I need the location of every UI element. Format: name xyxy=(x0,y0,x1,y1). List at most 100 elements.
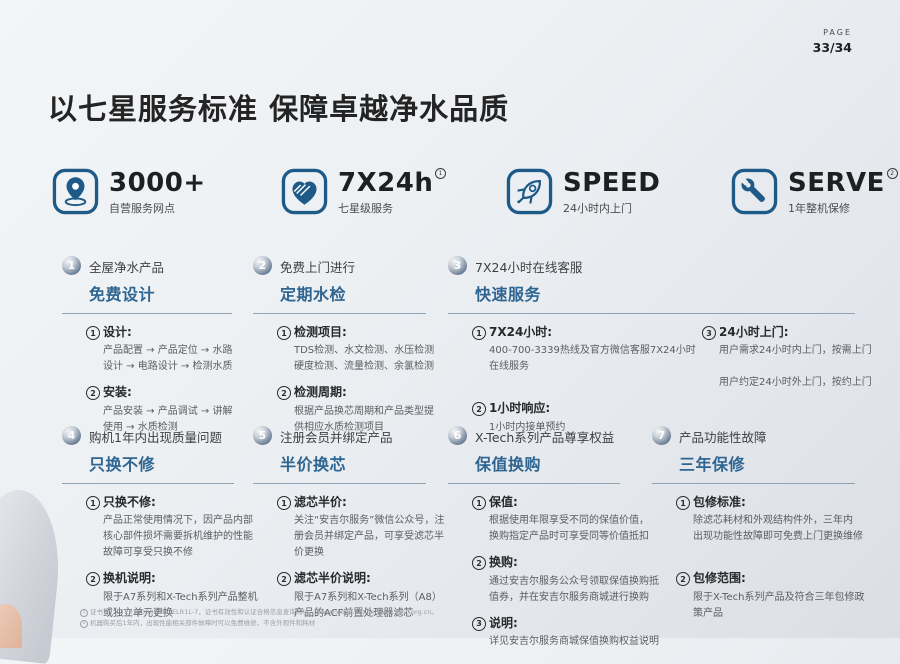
divider xyxy=(448,313,855,314)
section-number-badge: 1 xyxy=(62,256,81,275)
service-item: 2 换机说明: 限于A7系列和X-Tech系列产品整机 或独立单元更换 xyxy=(86,571,258,621)
section-three-year-warranty: 7 产品功能性故障 三年保修 1 包修标准: 除滤芯耗材和外观结构件外，三年内 … xyxy=(652,426,865,632)
item-number: 1 xyxy=(676,496,690,510)
item-number: 1 xyxy=(86,326,100,340)
item-label: 7X24小时: xyxy=(489,325,553,339)
footnote-mark: 2 xyxy=(886,168,898,179)
section-title: 快速服务 xyxy=(475,285,542,304)
item-label: 说明: xyxy=(489,615,518,630)
footnote-number: 2 xyxy=(80,619,88,628)
service-item: 1 保值: 根据使用年限享受不同的保值价值， 换购指定产品时可享受同等价值抵扣 xyxy=(472,495,649,545)
item-body: 产品安装 → 产品调试 → 讲解 使用 → 水质检测 xyxy=(103,405,233,433)
page-label: PAGE xyxy=(823,28,852,37)
item-number: 1 xyxy=(86,496,100,510)
item-body: 详见安吉尔服务商城保值换购权益说明 xyxy=(489,636,659,648)
section-header: 4 购机1年内出现质量问题 只换不修 xyxy=(62,426,247,475)
divider xyxy=(253,313,426,314)
item-label: 包修标准: xyxy=(693,495,746,509)
item-label: 24小时上门: xyxy=(719,325,789,339)
stat-value: SERVE 2 xyxy=(788,168,898,196)
item-label: 滤芯半价说明: xyxy=(294,571,371,586)
item-body: 根据使用年限享受不同的保值价值， 换购指定产品时可享受同等价值抵扣 xyxy=(489,515,649,543)
footnote-line: 1 证书号：CT20190002ANGELR1L-7，证书有效性和认证合格信息查… xyxy=(80,607,438,618)
section-subtitle: 注册会员并绑定产品 xyxy=(280,430,393,445)
service-item: 1 包修标准: 除滤芯耗材和外观结构件外，三年内 出现功能性故障即可免费上门更换… xyxy=(676,495,863,545)
section-subtitle: 免费上门进行 xyxy=(280,260,356,275)
section-subtitle: 产品功能性故障 xyxy=(679,430,767,445)
divider xyxy=(253,483,426,484)
section-title: 免费设计 xyxy=(89,285,156,304)
item-body: 关注“安吉尔服务”微信公众号，注 册会员并绑定产品，可享受滤芯半 价更换 xyxy=(294,515,445,559)
stat-value: 3000+ xyxy=(109,168,206,198)
service-item: 1 滤芯半价: 关注“安吉尔服务”微信公众号，注 册会员并绑定产品，可享受滤芯半… xyxy=(277,495,445,561)
item-body: 产品正常使用情况下，因产品内部 核心部件损坏需要拆机维护的性能 故障可享受只换不… xyxy=(103,515,253,559)
service-item: 1 只换不修: 产品正常使用情况下，因产品内部 核心部件损坏需要拆机维护的性能 … xyxy=(86,495,253,561)
item-label: 1小时响应: xyxy=(489,401,551,416)
stat-value: SPEED xyxy=(563,168,661,198)
footnote-line: 2 机器购买后1年内，出现性能相关部件故障时可以免费维修，不含外观件和耗材 xyxy=(80,618,438,629)
item-label: 保值: xyxy=(489,495,518,509)
section-subtitle: 7X24小时在线客服 xyxy=(475,260,583,275)
item-body: 限于X-Tech系列产品及符合三年包修政 策产品 xyxy=(693,591,865,619)
section-number-badge: 3 xyxy=(448,256,467,275)
item-number: 1 xyxy=(472,496,486,510)
section-title: 半价换芯 xyxy=(280,455,347,474)
item-body: 限于A7系列和X-Tech系列产品整机 或独立单元更换 xyxy=(103,591,258,619)
section-fast-service: 3 7X24小时在线客服 快速服务 1 7X24小时: 400-700-3339… xyxy=(448,256,872,446)
stat-value: 7X24h 1 xyxy=(338,168,447,196)
stat-label: 七星级服务 xyxy=(338,202,393,215)
wrench-icon xyxy=(731,168,778,215)
item-body: 除滤芯耗材和外观结构件外，三年内 出现功能性故障即可免费上门更换维修 xyxy=(693,515,863,543)
section-subtitle: X-Tech系列产品尊享权益 xyxy=(475,430,615,445)
section-header: 1 全屋净水产品 免费设计 xyxy=(62,256,240,305)
item-label: 滤芯半价: xyxy=(294,495,347,509)
footnote-number: 1 xyxy=(80,608,88,617)
item-body: 产品配置 → 产品定位 → 水路 设计 → 电路设计 → 检测水质 xyxy=(103,345,233,373)
brochure-page: PAGE 33/34 以七星服务标准 保障卓越净水品质 3000+ 自营服务网点 xyxy=(48,28,898,647)
section-title: 保值换购 xyxy=(475,455,542,474)
item-number: 2 xyxy=(472,402,486,417)
item-label: 检测周期: xyxy=(294,385,347,400)
page-number: 33/34 xyxy=(812,40,852,55)
stat-serve: SERVE 2 1年整机保修 xyxy=(731,168,898,216)
section-title: 定期水检 xyxy=(280,285,347,304)
footnotes: 1 证书号：CT20190002ANGELR1L-7，证书有效性和认证合格信息查… xyxy=(80,607,438,629)
service-item: 2 换购: 通过安吉尔服务公众号领取保值换购抵 值券，并在安吉尔服务商城进行换购 xyxy=(472,555,659,605)
item-label: 包修范围: xyxy=(693,571,746,586)
item-label: 设计: xyxy=(103,325,132,339)
item-number: 2 xyxy=(676,572,690,587)
footnote-text: 证书号：CT20190002ANGELR1L-7，证书有效性和认证合格信息查询网… xyxy=(90,608,438,616)
service-item: 3 说明: 详见安吉尔服务商城保值换购权益说明 xyxy=(472,615,659,650)
item-number: 3 xyxy=(702,326,716,340)
section-half-price-filter: 5 注册会员并绑定产品 半价换芯 1 滤芯半价: 关注“安吉尔服务”微信公众号，… xyxy=(253,426,445,632)
handshake-heart-icon xyxy=(281,168,328,215)
item-number: 2 xyxy=(472,556,486,571)
section-number-badge: 4 xyxy=(62,426,81,445)
item-body: TDS检测、水文检测、水压检测 硬度检测、流量检测、余氯检测 xyxy=(294,345,435,373)
service-item: 2 安装: 产品安装 → 产品调试 → 讲解 使用 → 水质检测 xyxy=(86,385,240,435)
stat-label: 自营服务网点 xyxy=(109,202,175,215)
item-number: 1 xyxy=(472,326,486,340)
item-body: 400-700-3339热线及官方微信客服7X24小时 在线服务 xyxy=(489,345,696,373)
item-label: 检测项目: xyxy=(294,325,347,339)
page-title: 以七星服务标准 保障卓越净水品质 xyxy=(48,92,510,126)
section-number-badge: 5 xyxy=(253,426,272,445)
item-body: 用户需求24小时内上门，按需上门 用户约定24小时外上门，按约上门 xyxy=(719,345,872,389)
person-arm-photo xyxy=(0,604,22,648)
item-body: 限于A7系列和X-Tech系列（A8） 产品的ACF前置处理器滤芯 xyxy=(294,591,442,619)
service-item: 1 设计: 产品配置 → 产品定位 → 水路 设计 → 电路设计 → 检测水质 xyxy=(86,325,240,375)
item-label: 换机说明: xyxy=(103,571,156,586)
service-item: 2 包修范围: 限于X-Tech系列产品及符合三年包修政 策产品 xyxy=(676,571,865,621)
item-body: 1小时内接单预约 xyxy=(489,421,566,433)
stat-label: 1年整机保修 xyxy=(788,202,850,215)
stat-seven-star-service: 7X24h 1 七星级服务 xyxy=(281,168,447,216)
rocket-icon xyxy=(506,168,553,215)
stat-label: 24小时内上门 xyxy=(563,202,632,215)
section-number-badge: 7 xyxy=(652,426,671,445)
item-body: 根据产品换芯周期和产品类型提 供相应水质检测项目 xyxy=(294,405,434,433)
section-water-check: 2 免费上门进行 定期水检 1 检测项目: TDS检测、水文检测、水压检测 硬度… xyxy=(253,256,435,446)
item-body: 通过安吉尔服务公众号领取保值换购抵 值券，并在安吉尔服务商城进行换购 xyxy=(489,575,659,603)
section-replace-not-repair: 4 购机1年内出现质量问题 只换不修 1 只换不修: 产品正常使用情况下，因产品… xyxy=(62,426,258,632)
service-item: 2 滤芯半价说明: 限于A7系列和X-Tech系列（A8） 产品的ACF前置处理… xyxy=(277,571,442,621)
divider xyxy=(62,483,234,484)
